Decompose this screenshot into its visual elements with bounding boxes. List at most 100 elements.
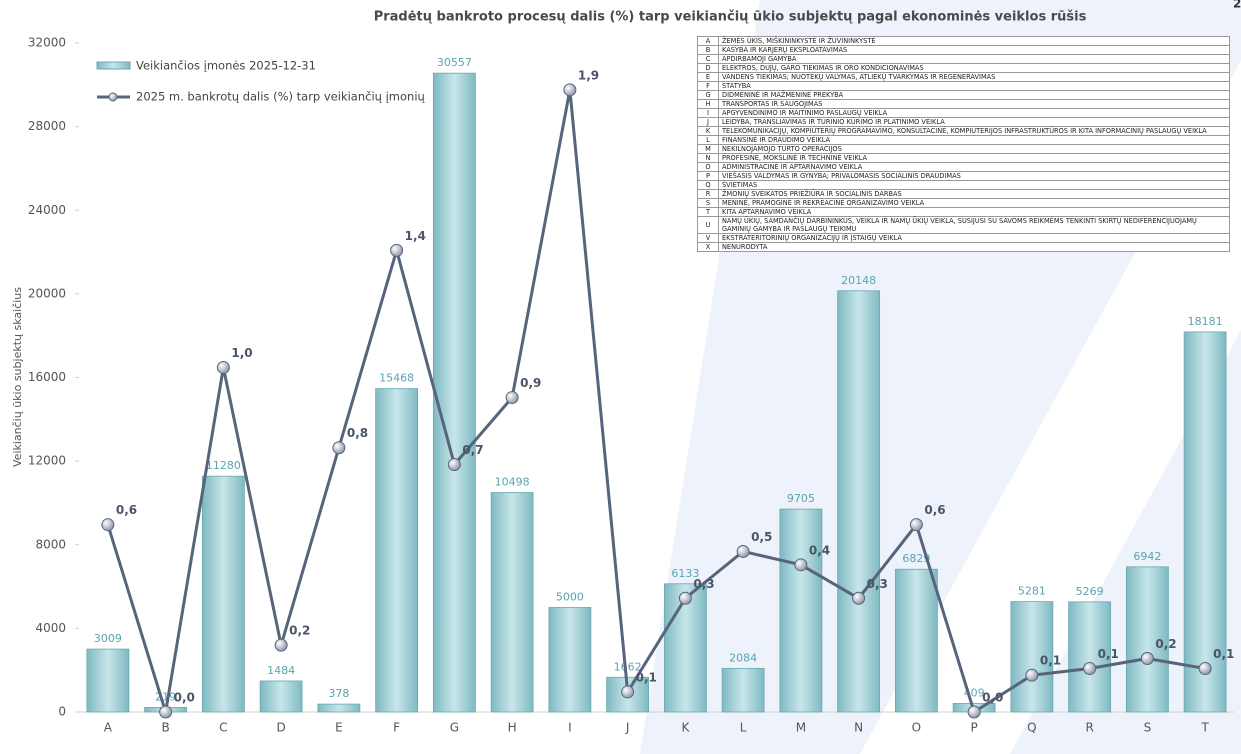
legend-code: X	[697, 242, 719, 252]
line-value-label: 0,5	[751, 530, 772, 544]
chart-title: Pradėtų bankroto procesų dalis (%) tarp …	[374, 10, 1087, 25]
line-value-label: 0,0	[174, 691, 195, 705]
legend-description: KASYBA IR KARJERŲ EKSPLOATAVIMAS	[718, 45, 1230, 55]
bar	[837, 290, 881, 713]
legend-line-marker	[108, 92, 118, 102]
legend-row: D ELEKTROS, DUJŲ, GARO TIEKIMAS IR ORO KO…	[697, 63, 1230, 73]
legend-label: 2025 m. bankrotų dalis (%) tarp veikianč…	[136, 90, 426, 104]
legend-row: F STATYBA	[697, 81, 1230, 91]
legend-row: C APDIRBAMOJI GAMYBA	[697, 54, 1230, 64]
legend-code: J	[697, 117, 719, 127]
legend-row: S MENINĖ, PRAMOGINĖ IR REKREACINĖ ORGANIZ…	[697, 198, 1230, 208]
legend-description: NAMŲ ŪKIŲ, SAMDANČIŲ DARBININKUS, VEIKLA…	[718, 216, 1230, 234]
bar-value-label: 1662	[614, 660, 642, 673]
legend-description: FINANSINĖ IR DRAUDIMO VEIKLA	[718, 135, 1230, 145]
legend-code: K	[697, 126, 719, 136]
x-tick-label: Q	[1027, 721, 1036, 735]
bar-value-label: 9705	[787, 492, 815, 505]
legend-row: B KASYBA IR KARJERŲ EKSPLOATAVIMAS	[697, 45, 1230, 55]
legend-label: Veikiančios įmonės 2025-12-31	[136, 59, 316, 73]
legend-code: P	[697, 171, 719, 181]
legend-description: TRANSPORTAS IR SAUGOJIMAS	[718, 99, 1230, 109]
bar-value-label: 5269	[1076, 585, 1104, 598]
line-value-label: 0,2	[289, 624, 310, 638]
x-tick-label: L	[740, 721, 747, 735]
legend-description: STATYBA	[718, 81, 1230, 91]
y-tick-label: 32000	[28, 36, 66, 50]
line-value-label: 0,0	[982, 691, 1003, 705]
bar-value-label: 1484	[267, 664, 295, 677]
legend-code: B	[697, 45, 719, 55]
x-tick-label: B	[162, 721, 170, 735]
legend-code: I	[697, 108, 719, 118]
background-stripe	[1010, 330, 1241, 754]
y-tick-label: 0	[58, 705, 66, 719]
line-marker	[794, 558, 808, 572]
legend-row: P VIEŠASIS VALDYMAS IR GYNYBA; PRIVALOMAS…	[697, 171, 1230, 181]
legend-code: C	[697, 54, 719, 64]
x-tick-label: C	[219, 721, 227, 735]
line-value-label: 0,2	[1155, 637, 1176, 651]
legend-row: A ŽEMĖS ŪKIS, MIŠKININKYSTĖ IR ŽUVININKYS…	[697, 36, 1230, 46]
line-marker	[447, 457, 461, 471]
bar-value-label: 3009	[94, 632, 122, 645]
bar	[894, 568, 938, 713]
bar	[317, 703, 361, 713]
x-tick-label: K	[681, 721, 690, 735]
bar	[1125, 566, 1169, 713]
legend-description: ŽMONIŲ SVEIKATOS PRIEŽIŪRA IR SOCIALINIS…	[718, 189, 1230, 199]
line-marker	[332, 441, 346, 455]
legend-code: V	[697, 233, 719, 243]
legend-row: G DIDMENINĖ IR MAŽMENINĖ PREKYBA	[697, 90, 1230, 100]
bar	[86, 648, 130, 713]
y-tick-label: 20000	[28, 286, 66, 300]
legend-code: G	[697, 90, 719, 100]
y-tick-label: 16000	[28, 370, 66, 384]
legend-description: EKSTRATERITORINIŲ ORGANIZACIJŲ IR ĮSTAIG…	[718, 233, 1230, 243]
legend-row: T KITA APTARNAVIMO VEIKLA	[697, 207, 1230, 217]
bar-value-label: 5281	[1018, 585, 1046, 598]
y-tick-label: 12000	[28, 454, 66, 468]
bar	[259, 680, 303, 713]
bar	[779, 508, 823, 713]
line-value-label: 0,1	[1098, 647, 1119, 661]
bar-value-label: 30557	[437, 56, 472, 69]
x-tick-label: T	[1200, 721, 1209, 735]
page-number: 21	[1233, 0, 1241, 11]
y-axis-label: Veikiančių ūkio subjektų skaičius	[11, 287, 24, 467]
y-tick-label: 8000	[35, 537, 66, 551]
legend-code: H	[697, 99, 719, 109]
line-marker	[159, 705, 173, 719]
legend-description: LEIDYBA, TRANSLIAVIMAS IR TURINIO KŪRIMO…	[718, 117, 1230, 127]
bar	[1010, 601, 1054, 713]
x-tick-label: D	[277, 721, 286, 735]
bar	[432, 72, 476, 713]
legend-row: Q ŠVIETIMAS	[697, 180, 1230, 190]
legend-code: O	[697, 162, 719, 172]
bar	[663, 583, 707, 713]
line-marker	[1198, 662, 1212, 676]
legend-row: U NAMŲ ŪKIŲ, SAMDANČIŲ DARBININKUS, VEIKL…	[697, 216, 1230, 234]
line-marker	[101, 518, 115, 532]
bar-value-label: 6829	[902, 552, 930, 565]
line-value-label: 1,9	[578, 68, 599, 82]
line-marker	[1025, 668, 1039, 682]
line-marker	[563, 83, 577, 97]
legend-row: L FINANSINĖ IR DRAUDIMO VEIKLA	[697, 135, 1230, 145]
y-tick-label: 4000	[35, 621, 66, 635]
bar	[375, 388, 419, 713]
legend-row: V EKSTRATERITORINIŲ ORGANIZACIJŲ IR ĮSTAI…	[697, 233, 1230, 243]
legend-description: ŠVIETIMAS	[718, 180, 1230, 190]
legend-code: D	[697, 63, 719, 73]
legend-bar-swatch	[96, 61, 131, 70]
legend-row: N PROFESINĖ, MOKSLINĖ IR TECHNINĖ VEIKLA	[697, 153, 1230, 163]
bar-value-label: 20148	[841, 274, 876, 287]
bar-value-label: 6133	[671, 567, 699, 580]
line-marker	[967, 705, 981, 719]
line-value-label: 1,4	[405, 229, 426, 243]
legend-row: E VANDENS TIEKIMAS; NUOTEKŲ VALYMAS, ATLI…	[697, 72, 1230, 82]
legend-code: R	[697, 189, 719, 199]
line-marker	[1140, 651, 1154, 665]
line-value-label: 0,6	[116, 503, 137, 517]
